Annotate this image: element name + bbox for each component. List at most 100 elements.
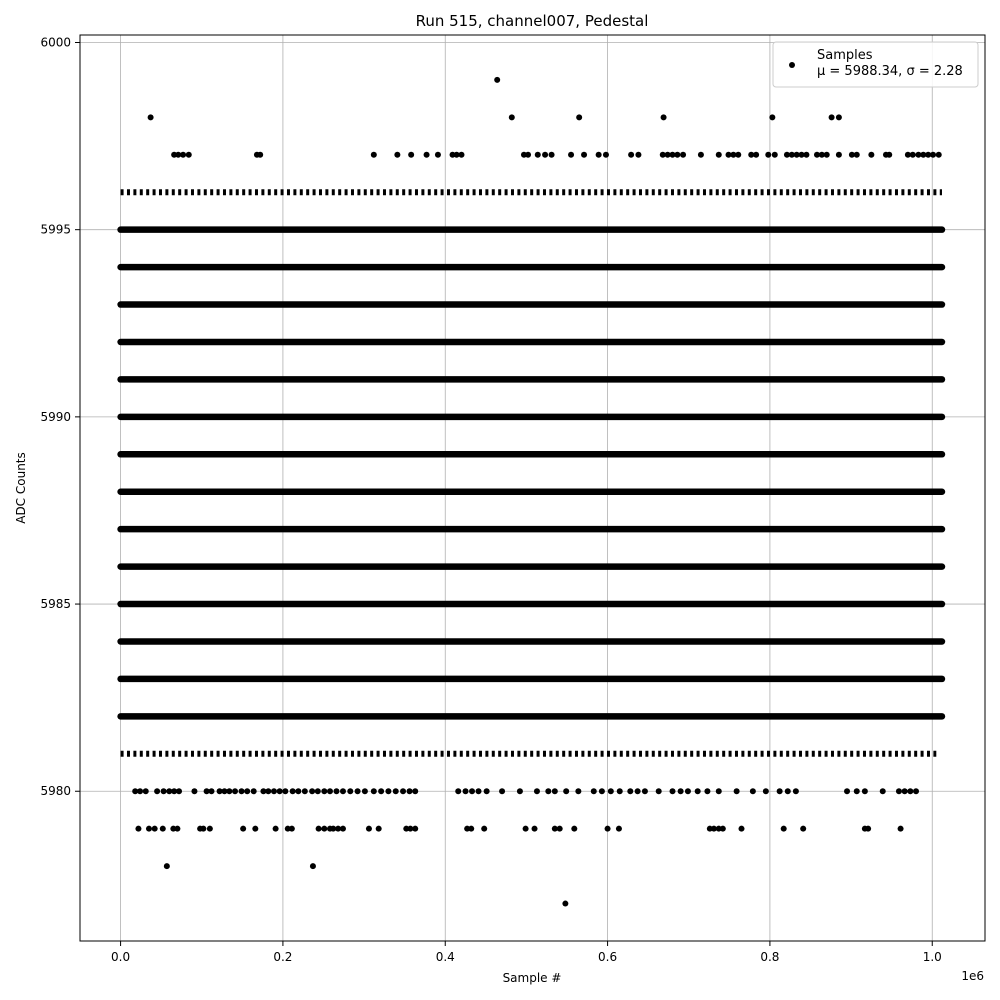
data-point — [174, 825, 181, 832]
data-point — [628, 151, 635, 158]
data-point — [154, 788, 161, 795]
data-point — [930, 151, 937, 158]
data-point — [641, 788, 648, 795]
data-point — [385, 788, 392, 795]
legend-box — [772, 41, 979, 88]
data-point — [339, 788, 346, 795]
data-point — [160, 788, 167, 795]
data-point — [531, 825, 538, 832]
data-point — [710, 825, 717, 832]
data-point — [813, 151, 820, 158]
data-point — [733, 788, 740, 795]
data-point — [848, 151, 855, 158]
data-point — [568, 151, 575, 158]
data-point — [765, 151, 772, 158]
data-point — [598, 788, 605, 795]
data-point — [147, 114, 154, 121]
data-point — [132, 788, 139, 795]
data-point — [792, 788, 799, 795]
data-point — [659, 151, 666, 158]
legend-stats: μ = 5988.34, σ = 2.28 — [817, 64, 963, 79]
plot-area-background — [80, 35, 985, 941]
x-axis-label: Sample # — [503, 971, 562, 985]
data-point — [762, 788, 769, 795]
data-point — [748, 151, 755, 158]
data-point — [142, 788, 149, 795]
data-point — [818, 151, 825, 158]
data-point — [180, 151, 187, 158]
y-tick-label: 5980 — [40, 784, 71, 798]
data-point — [468, 825, 475, 832]
data-point — [289, 788, 296, 795]
data-point — [669, 788, 676, 795]
data-point — [522, 825, 529, 832]
data-point — [551, 825, 558, 832]
data-point — [260, 788, 267, 795]
data-point — [677, 788, 684, 795]
data-point — [208, 788, 215, 795]
data-point — [562, 900, 569, 907]
y-tick-label: 5990 — [40, 410, 71, 424]
data-point — [370, 788, 377, 795]
legend-marker — [789, 62, 795, 68]
data-point — [494, 76, 501, 83]
legend-series-name: Samples — [817, 48, 873, 63]
x-tick-label: 0.8 — [760, 950, 779, 964]
data-point — [240, 825, 247, 832]
data-point — [335, 825, 342, 832]
data-point — [616, 788, 623, 795]
data-point — [735, 151, 742, 158]
data-point — [895, 788, 902, 795]
data-point — [412, 788, 419, 795]
data-point — [823, 151, 830, 158]
data-point — [135, 825, 142, 832]
data-point — [314, 788, 321, 795]
data-point — [171, 788, 178, 795]
data-point — [200, 825, 207, 832]
data-point — [590, 788, 597, 795]
x-tick-label: 1.0 — [923, 950, 942, 964]
data-point — [378, 788, 385, 795]
data-point — [784, 788, 791, 795]
data-point — [326, 788, 333, 795]
data-point — [719, 825, 726, 832]
data-point — [534, 151, 541, 158]
x-tick-label: 0.6 — [598, 950, 617, 964]
data-point — [548, 151, 555, 158]
data-point — [412, 825, 419, 832]
x-tick-label: 0.2 — [273, 950, 292, 964]
data-point — [321, 788, 328, 795]
data-point — [674, 151, 681, 158]
data-point — [375, 825, 382, 832]
data-point — [715, 788, 722, 795]
data-point — [257, 151, 264, 158]
data-point — [282, 788, 289, 795]
data-point — [604, 825, 611, 832]
data-point — [835, 151, 842, 158]
data-point — [776, 788, 783, 795]
data-point — [602, 151, 609, 158]
data-point — [423, 151, 430, 158]
data-point — [407, 825, 414, 832]
data-point — [868, 151, 875, 158]
data-point — [238, 788, 245, 795]
data-point — [533, 788, 540, 795]
data-point — [694, 788, 701, 795]
data-point — [176, 788, 183, 795]
data-point — [575, 788, 582, 795]
data-point — [669, 151, 676, 158]
data-point — [904, 151, 911, 158]
data-point — [151, 825, 158, 832]
chart-title: Run 515, channel007, Pedestal — [416, 12, 649, 30]
data-point — [886, 151, 893, 158]
data-point — [680, 151, 687, 158]
data-point — [542, 151, 549, 158]
data-point — [925, 151, 932, 158]
data-point — [392, 788, 399, 795]
data-point — [581, 151, 588, 158]
data-point — [458, 151, 465, 158]
data-point — [563, 788, 570, 795]
data-point — [704, 788, 711, 795]
x-axis-offset-label: 1e6 — [961, 969, 984, 983]
